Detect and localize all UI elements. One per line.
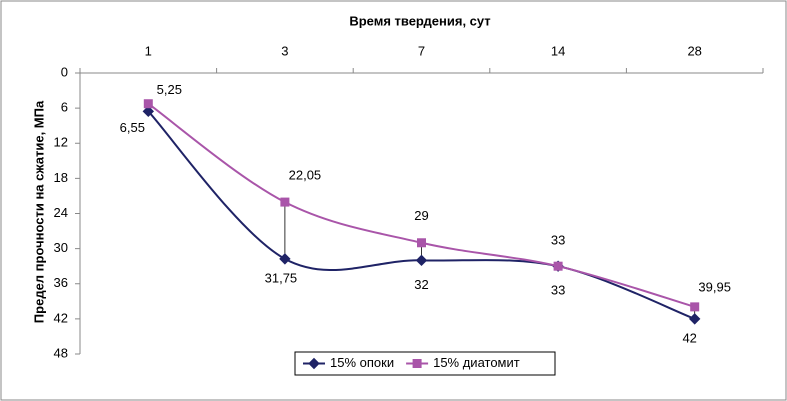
y-tick-label: 0 <box>61 64 68 79</box>
data-point <box>279 253 291 265</box>
y-tick-label: 36 <box>54 275 68 290</box>
data-point <box>417 238 426 248</box>
data-label: 42 <box>682 330 696 345</box>
y-tick-label: 42 <box>54 310 68 325</box>
data-label: 33 <box>551 233 565 248</box>
chart-title: Время твердения, сут <box>349 13 490 28</box>
y-tick-label: 18 <box>54 170 68 185</box>
data-label: 39,95 <box>698 279 731 294</box>
y-tick-label: 24 <box>54 205 68 220</box>
x-tick-label: 7 <box>418 43 425 58</box>
y-tick-label: 6 <box>61 100 68 115</box>
x-tick-label: 28 <box>687 43 701 58</box>
data-label: 31,75 <box>265 270 298 285</box>
y-tick-label: 30 <box>54 240 68 255</box>
data-point <box>553 261 563 271</box>
data-point <box>143 99 153 109</box>
data-point <box>415 254 428 267</box>
legend-label: 15% опоки <box>330 355 394 370</box>
data-label: 29 <box>414 208 428 223</box>
y-axis-label: Предел прочности на сжатие, МПа <box>31 100 46 323</box>
legend-marker <box>308 357 320 370</box>
legend-label: 15% диатомит <box>433 355 520 370</box>
data-point <box>690 302 700 312</box>
x-tick-label: 3 <box>281 43 288 58</box>
legend-marker <box>412 359 422 368</box>
data-point <box>688 313 701 325</box>
data-label: 5,25 <box>157 82 182 97</box>
x-tick-label: 14 <box>551 43 565 58</box>
x-tick-label: 1 <box>145 43 152 58</box>
y-tick-label: 48 <box>54 345 68 360</box>
data-label: 33 <box>551 283 565 298</box>
data-point <box>280 197 290 207</box>
data-label: 22,05 <box>289 168 322 183</box>
data-label: 32 <box>414 277 428 292</box>
y-tick-label: 12 <box>54 135 68 150</box>
data-label: 6,55 <box>120 120 145 135</box>
data-point <box>142 105 155 118</box>
